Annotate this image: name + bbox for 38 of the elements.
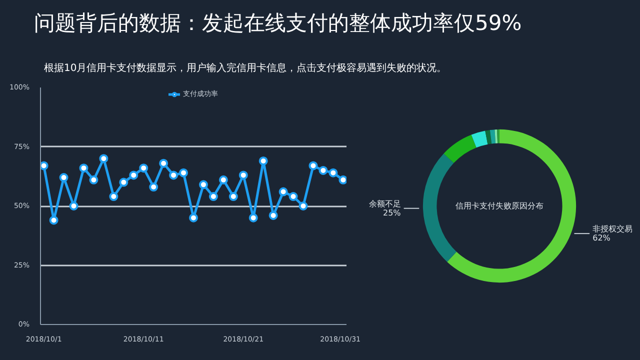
point: [218, 175, 228, 184]
point: [328, 168, 338, 178]
point: [109, 192, 118, 202]
chart-subtitle: 根据10月信用卡支付数据显示，用户输入完信用卡信息，点击支付极容易遇到失败的状况。: [44, 62, 447, 76]
data-label: 62%: [592, 234, 611, 243]
point: [149, 182, 158, 192]
point: [268, 210, 278, 220]
point: [288, 192, 298, 202]
chart-title: 问题背后的数据：发起在线支付的整体成功率仅59%: [34, 10, 522, 37]
point: [119, 178, 128, 187]
point: [318, 166, 328, 175]
point: [169, 170, 178, 180]
point: [298, 202, 308, 210]
point: [338, 175, 346, 184]
point: [238, 170, 248, 180]
slice-label: 非授权交易: [592, 224, 633, 234]
point: [69, 202, 78, 210]
point: [248, 213, 258, 222]
point: [258, 156, 268, 166]
point: [79, 164, 88, 173]
data-label: 25%: [382, 208, 402, 218]
point: [278, 187, 288, 196]
point: [159, 158, 168, 168]
point: [308, 161, 318, 170]
point: [49, 216, 58, 225]
text: 信用卡支付失败原因分布: [456, 202, 544, 210]
point: [208, 192, 218, 202]
point: [99, 154, 108, 164]
point: [198, 180, 208, 190]
point: [228, 192, 238, 202]
point: [89, 175, 98, 184]
point: [139, 164, 148, 173]
point: [59, 173, 68, 182]
point: [129, 170, 138, 180]
point: [179, 168, 188, 178]
point: [189, 213, 198, 222]
slice-label: 余额不足: [368, 199, 401, 208]
point: [40, 161, 48, 170]
